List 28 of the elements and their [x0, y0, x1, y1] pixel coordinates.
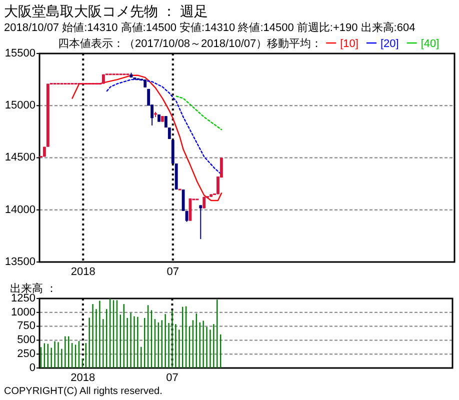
text: 四本値表示：（2017/10/08～2018/10/07）移動平均： — [58, 37, 322, 50]
y-tick-label: 1250 — [11, 292, 36, 304]
x-tick-label: 07 — [166, 266, 179, 278]
y-tick-label: 15500 — [4, 47, 36, 60]
x-tick-label: 2018 — [70, 372, 96, 384]
y-tick-label: 250 — [17, 348, 36, 360]
text: COPYRIGHT(C) All rights reserved. — [4, 386, 162, 397]
chart-title: 出来高 ： — [10, 282, 58, 295]
x-tick-label: 2018 — [70, 266, 96, 278]
y-tick-label: 500 — [17, 334, 36, 346]
x-tick-label: 07 — [166, 372, 178, 384]
line-series — [176, 96, 222, 130]
line-series — [106, 78, 222, 176]
y-tick-label: 13500 — [4, 256, 36, 268]
y-tick-label: 1000 — [11, 306, 36, 318]
y-tick-label: 0 — [29, 362, 36, 374]
chart-subtitle: 2018/10/07 始値:14310 高値:14500 安値:14310 終値:14500 前週比:+190 出来高:604 — [4, 21, 416, 34]
candlestick — [168, 127, 171, 140]
y-tick-label: 14500 — [4, 152, 36, 164]
line-series — [72, 74, 222, 202]
legend-label: [10] — [340, 38, 358, 50]
y-tick-label: 14000 — [4, 204, 36, 216]
chart-title: 大阪堂島取大阪コメ先物 ： 週足 — [4, 3, 208, 19]
y-tick-label: 750 — [17, 320, 36, 332]
legend-label: [40] — [420, 38, 440, 50]
candlestick — [199, 204, 202, 240]
legend-label: [20] — [380, 38, 399, 50]
y-tick-label: 15000 — [4, 100, 36, 112]
